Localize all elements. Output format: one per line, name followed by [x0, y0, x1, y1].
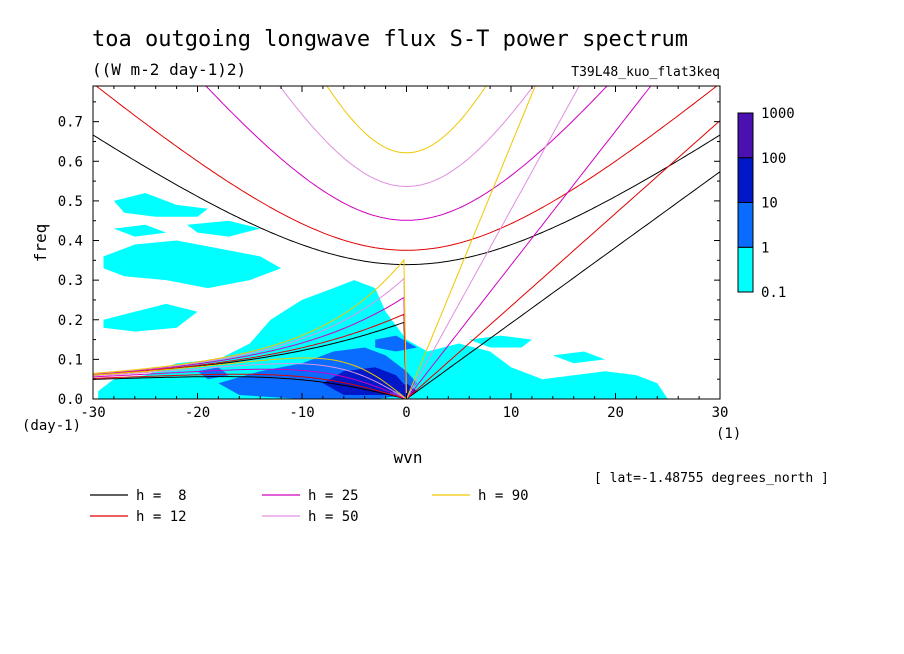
x-tick-label: 10	[503, 405, 520, 421]
y-tick-label: 0.3	[58, 273, 83, 289]
power-region-1-7	[552, 351, 605, 364]
power-region-1-2	[103, 303, 198, 332]
kelvin-curve-h12	[406, 120, 720, 399]
legend-label-h50: h = 50	[308, 509, 359, 525]
dispersion-curves	[93, 86, 720, 399]
power-region-100-0	[322, 367, 407, 395]
power-region-1-4	[187, 220, 261, 237]
kelvin-curve-h50	[406, 86, 580, 399]
kelvin-curve-h8	[406, 171, 720, 399]
colorbar-segment	[737, 202, 754, 248]
rossby-curve-h25	[93, 368, 407, 399]
x-tick-label: 30	[712, 405, 729, 421]
colorbar: 0.1 1 10 100 1000	[737, 106, 795, 301]
power-region-1-3	[113, 193, 208, 217]
colorbar-segment	[737, 112, 754, 159]
colorbar-label: 100	[761, 151, 786, 167]
mrg-curve-h90	[93, 258, 407, 399]
y-tick-label: 0.5	[58, 194, 83, 210]
colorbar-label: 1000	[761, 106, 795, 122]
chart-title: toa outgoing longwave flux S-T power spe…	[92, 27, 688, 52]
chart-subtitle: ((W m-2 day-1)2)	[92, 60, 246, 79]
y-unit-label: (day-1)	[22, 418, 81, 434]
y-tick-label: 0.0	[58, 392, 83, 408]
ig-curve-h8	[93, 134, 720, 266]
mrg-curve-h25	[93, 296, 407, 399]
y-tick-label: 0.4	[58, 234, 83, 250]
y-tick-label: 0.6	[58, 154, 83, 170]
power-region-1-6	[469, 335, 532, 348]
x-tick-label: -10	[289, 405, 314, 421]
colorbar-label: 10	[761, 196, 778, 212]
legend-label-h8: h = 8	[136, 488, 187, 504]
power-region-1-5	[113, 224, 167, 237]
rossby-curve-h50	[93, 363, 407, 399]
legend-label-h25: h = 25	[308, 488, 359, 504]
power-region-10-1	[375, 335, 417, 352]
colorbar-segment	[737, 157, 754, 203]
power-region-1-1	[103, 240, 282, 289]
mrg-curve-h12	[93, 313, 407, 399]
x-unit-label: (1)	[716, 426, 741, 442]
latitude-note: [ lat=-1.48755 degrees_north ]	[594, 471, 829, 486]
ig-curve-h12	[95, 86, 718, 251]
run-label: T39L48_kuo_flat3keq	[571, 65, 720, 80]
kelvin-curve-h25	[406, 86, 652, 399]
ig-curve-h90	[326, 86, 487, 154]
y-tick-label: 0.2	[58, 313, 83, 329]
colorbar-label: 0.1	[761, 285, 786, 301]
y-axis-label: freq	[31, 224, 50, 263]
rossby-curve-h90	[93, 357, 407, 399]
curve-legend: h = 8 h = 12 h = 25 h = 50 h = 90	[90, 488, 529, 525]
x-tick-label: -20	[185, 405, 210, 421]
kelvin-curve-h90	[406, 86, 536, 399]
colorbar-label: 1	[761, 240, 769, 256]
axis-ticks: -30 -20 -10 0 10 20 30 0.0 0.1 0.2 0.3 0.4 0.5 0.6 0.7	[58, 86, 729, 421]
rossby-curve-h12	[93, 373, 407, 399]
x-tick-label: -30	[80, 405, 105, 421]
x-axis-label: wvn	[394, 448, 423, 467]
x-tick-label: 20	[607, 405, 624, 421]
ig-curve-h50	[279, 86, 534, 188]
ig-curve-h25	[205, 86, 608, 221]
colorbar-segment	[737, 246, 754, 293]
rossby-curve-h8	[93, 376, 407, 399]
y-tick-label: 0.1	[58, 352, 83, 368]
legend-label-h90: h = 90	[478, 488, 529, 504]
x-tick-label: 0	[402, 405, 410, 421]
legend-label-h12: h = 12	[136, 509, 187, 525]
y-tick-label: 0.7	[58, 115, 83, 131]
